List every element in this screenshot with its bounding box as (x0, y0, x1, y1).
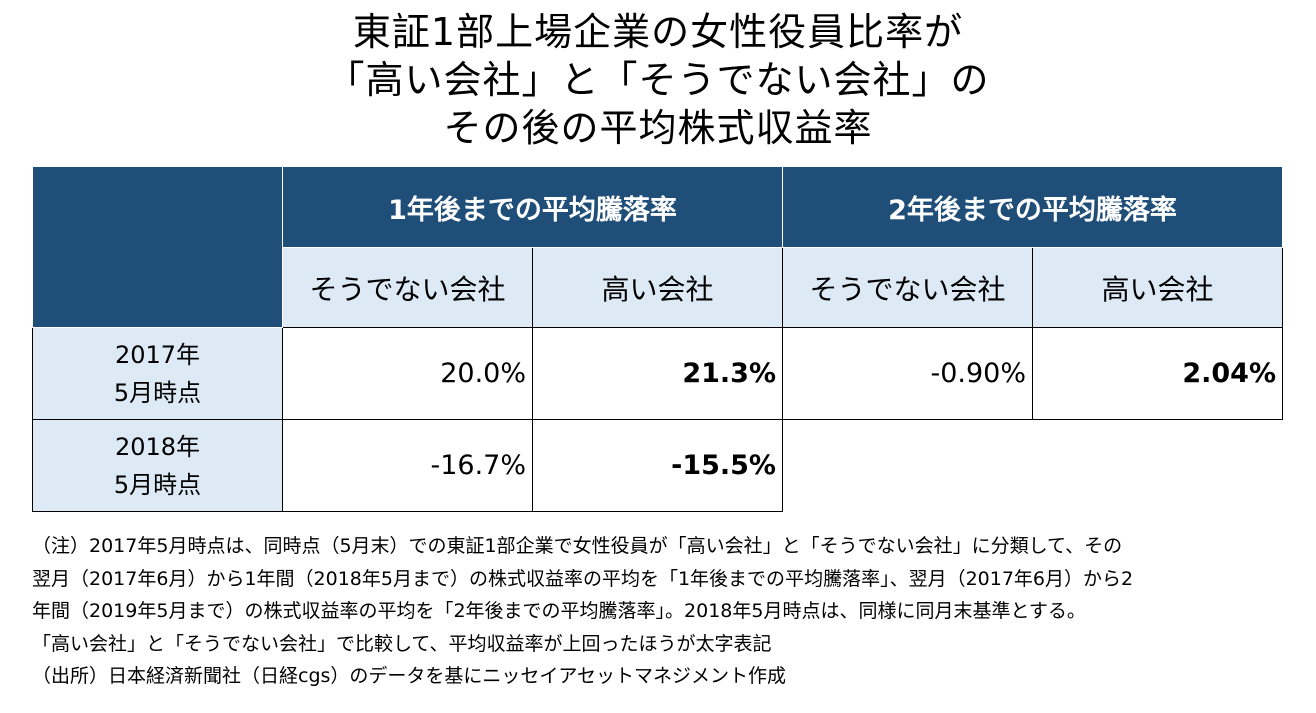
chart-title: 東証1部上場企業の女性役員比率が 「高い会社」と「そうでない会社」の その後の平… (0, 8, 1316, 152)
row-label-2017: 2017年 5月時点 (32, 327, 283, 420)
row-label-year: 2018年 (114, 432, 201, 461)
corner-cell (32, 166, 283, 328)
row-label-year: 2017年 (114, 340, 201, 369)
row-label-month: 5月時点 (113, 470, 202, 499)
value-2018-1y-other: -16.7% (282, 419, 533, 512)
title-line-2: 「高い会社」と「そうでない会社」の (326, 58, 990, 102)
group-header-2year: 2年後までの平均騰落率 (782, 166, 1283, 248)
footnotes: （注）2017年5月時点は、同時点（5月末）での東証1部企業で女性役員が「高い会… (32, 530, 1302, 693)
value-2018-1y-high: -15.5% (532, 419, 783, 512)
title-line-1: 東証1部上場企業の女性役員比率が (352, 10, 964, 54)
note-line-1: （注）2017年5月時点は、同時点（5月末）での東証1部企業で女性役員が「高い会… (32, 535, 1123, 557)
table-row: 2017年 5月時点 20.0% 21.3% -0.90% 2.04% (32, 327, 1283, 420)
group-header-1year: 1年後までの平均騰落率 (282, 166, 783, 248)
subheader-1y-other: そうでない会社 (282, 247, 533, 328)
subheader-1y-high: 高い会社 (532, 247, 783, 328)
empty-cell (782, 419, 1283, 512)
group-header-row: 1年後までの平均騰落率 2年後までの平均騰落率 (32, 166, 1283, 328)
value-2017-2y-other: -0.90% (782, 327, 1033, 420)
value-2017-2y-high: 2.04% (1032, 327, 1283, 420)
row-label-2018: 2018年 5月時点 (32, 419, 283, 512)
row-label-month: 5月時点 (113, 378, 202, 407)
title-line-3: その後の平均株式収益率 (443, 106, 873, 150)
subheader-2y-high: 高い会社 (1032, 247, 1283, 328)
note-line-4: 「高い会社」と「そうでない会社」で比較して、平均収益率が上回ったほうが太字表記 (32, 632, 772, 655)
returns-table: 1年後までの平均騰落率 2年後までの平均騰落率 そうでない会社 高い会社 そうで… (32, 166, 1283, 512)
table-row: 2018年 5月時点 -16.7% -15.5% (32, 419, 1283, 512)
note-line-3: 年間（2019年5月まで）の株式収益率の平均を「2年後までの平均騰落率」。201… (32, 600, 1086, 622)
subheader-2y-other: そうでない会社 (782, 247, 1033, 328)
value-2017-1y-high: 21.3% (532, 327, 783, 420)
note-line-2: 翌月（2017年6月）から1年間（2018年5月まで）の株式収益率の平均を「1年… (32, 567, 1134, 590)
subheader-row: そうでない会社 高い会社 そうでない会社 高い会社 (33, 247, 1283, 328)
value-2017-1y-other: 20.0% (282, 327, 533, 420)
source-line: （出所）日本経済新聞社（日経cgs）のデータを基にニッセイアセットマネジメント作… (32, 665, 787, 687)
